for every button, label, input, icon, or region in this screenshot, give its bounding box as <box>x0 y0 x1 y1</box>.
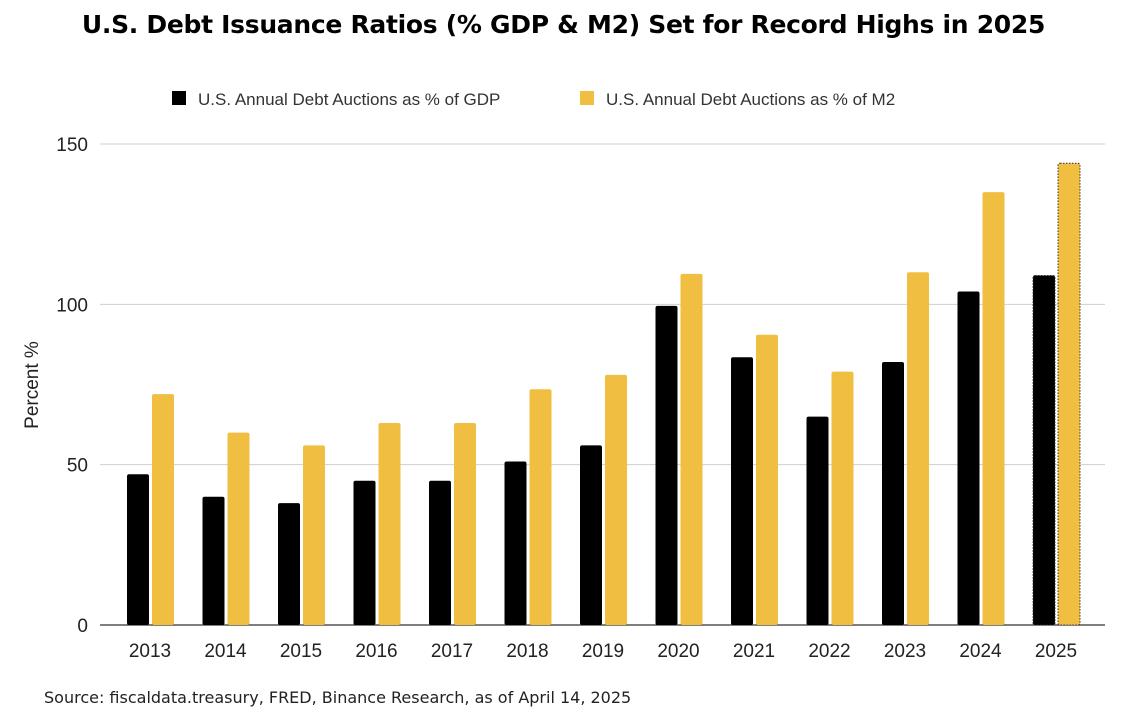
y-tick-label: 150 <box>56 135 88 156</box>
legend-label: U.S. Annual Debt Auctions as % of GDP <box>198 90 500 109</box>
bar-m2-2015 <box>303 445 325 625</box>
x-tick-label: 2019 <box>582 641 624 662</box>
bar-m2-2019 <box>605 374 627 625</box>
bar-gdp-2024 <box>957 291 980 625</box>
bar-m2-2023 <box>907 272 929 625</box>
bar-gdp-2017 <box>429 480 451 625</box>
bar-m2-2014 <box>227 432 250 625</box>
bar-gdp-2020 <box>655 305 678 625</box>
bar-gdp-2013 <box>127 474 149 625</box>
bar-gdp-2019 <box>580 445 602 625</box>
chart-title: U.S. Debt Issuance Ratios (% GDP & M2) S… <box>81 10 1046 39</box>
bar-gdp-2016 <box>353 480 376 625</box>
bar-m2-2021 <box>756 334 778 625</box>
x-tick-label: 2023 <box>884 641 926 662</box>
y-tick-label: 50 <box>67 456 88 477</box>
x-tick-label: 2024 <box>959 641 1002 662</box>
y-axis-label: Percent % <box>22 341 43 429</box>
source-note: Source: fiscaldata.treasury, FRED, Binan… <box>44 688 632 707</box>
x-tick-label: 2020 <box>657 641 699 662</box>
bar-gdp-2021 <box>731 357 753 625</box>
x-tick-label: 2014 <box>204 641 247 662</box>
bar-m2-2013 <box>152 394 174 625</box>
x-tick-label: 2018 <box>506 641 548 662</box>
x-tick-label: 2015 <box>280 641 322 662</box>
bar-gdp-2022 <box>806 416 829 625</box>
bar-gdp-2023 <box>882 362 904 625</box>
bar-gdp-2015 <box>278 503 300 625</box>
x-tick-label: 2025 <box>1035 641 1077 662</box>
x-tick-label: 2021 <box>733 641 775 662</box>
bar-gdp-2018 <box>504 461 527 625</box>
bar-m2-2018 <box>529 389 552 625</box>
bar-gdp-2014 <box>202 496 225 625</box>
bar-m2-2025 <box>1057 162 1081 626</box>
bar-gdp-2025 <box>1032 274 1056 626</box>
legend-swatch <box>580 91 594 105</box>
x-tick-label: 2017 <box>431 641 473 662</box>
legend-label: U.S. Annual Debt Auctions as % of M2 <box>606 90 895 109</box>
x-tick-label: 2013 <box>129 641 171 662</box>
y-tick-label: 0 <box>77 616 88 637</box>
bar-m2-2020 <box>680 273 703 625</box>
legend-swatch <box>172 91 186 105</box>
x-tick-label: 2016 <box>355 641 397 662</box>
bar-m2-2024 <box>982 192 1005 625</box>
x-tick-label: 2022 <box>808 641 850 662</box>
bar-m2-2022 <box>831 371 854 625</box>
bar-m2-2016 <box>378 422 401 625</box>
bar-m2-2017 <box>454 422 476 625</box>
y-tick-label: 100 <box>56 295 88 316</box>
